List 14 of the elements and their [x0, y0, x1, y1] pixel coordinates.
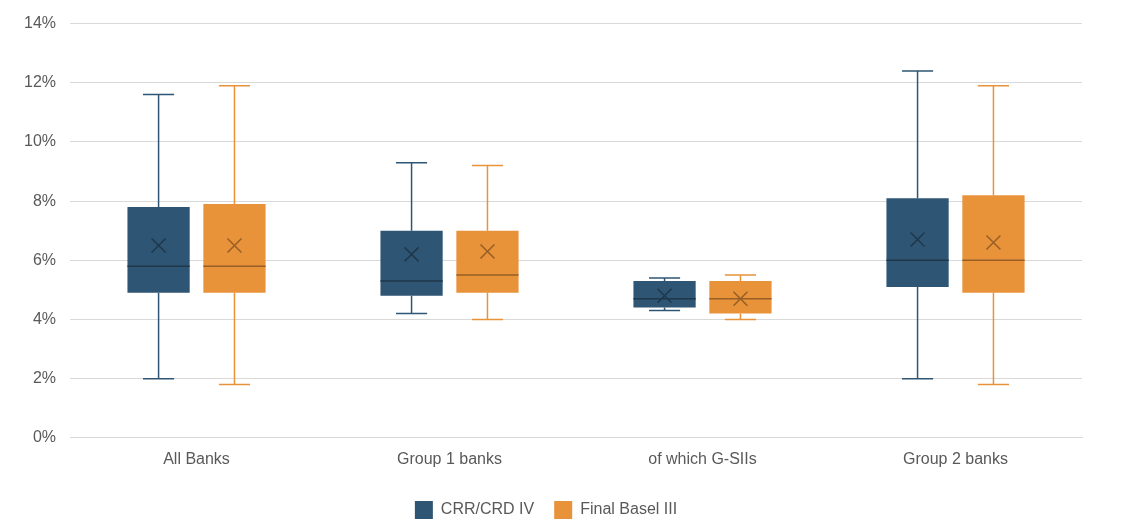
y-tick-label: 0% — [32, 428, 57, 446]
y-tick-label: 14% — [23, 14, 57, 32]
x-tick-label: Group 1 banks — [397, 449, 502, 467]
y-tick-label: 2% — [32, 369, 57, 387]
legend-label: Final Basel III — [580, 500, 678, 518]
x-tick-label: Group 2 banks — [903, 449, 1008, 467]
y-tick-label: 10% — [23, 132, 57, 150]
y-tick-label: 8% — [32, 191, 57, 209]
legend-label: CRR/CRD IV — [440, 500, 535, 518]
x-tick-label: All Banks — [163, 449, 230, 467]
y-tick-label: 6% — [32, 250, 57, 268]
x-tick-label: of which G-SIIs — [648, 449, 757, 467]
y-tick-label: 12% — [23, 73, 57, 91]
y-tick-label: 4% — [32, 309, 57, 327]
